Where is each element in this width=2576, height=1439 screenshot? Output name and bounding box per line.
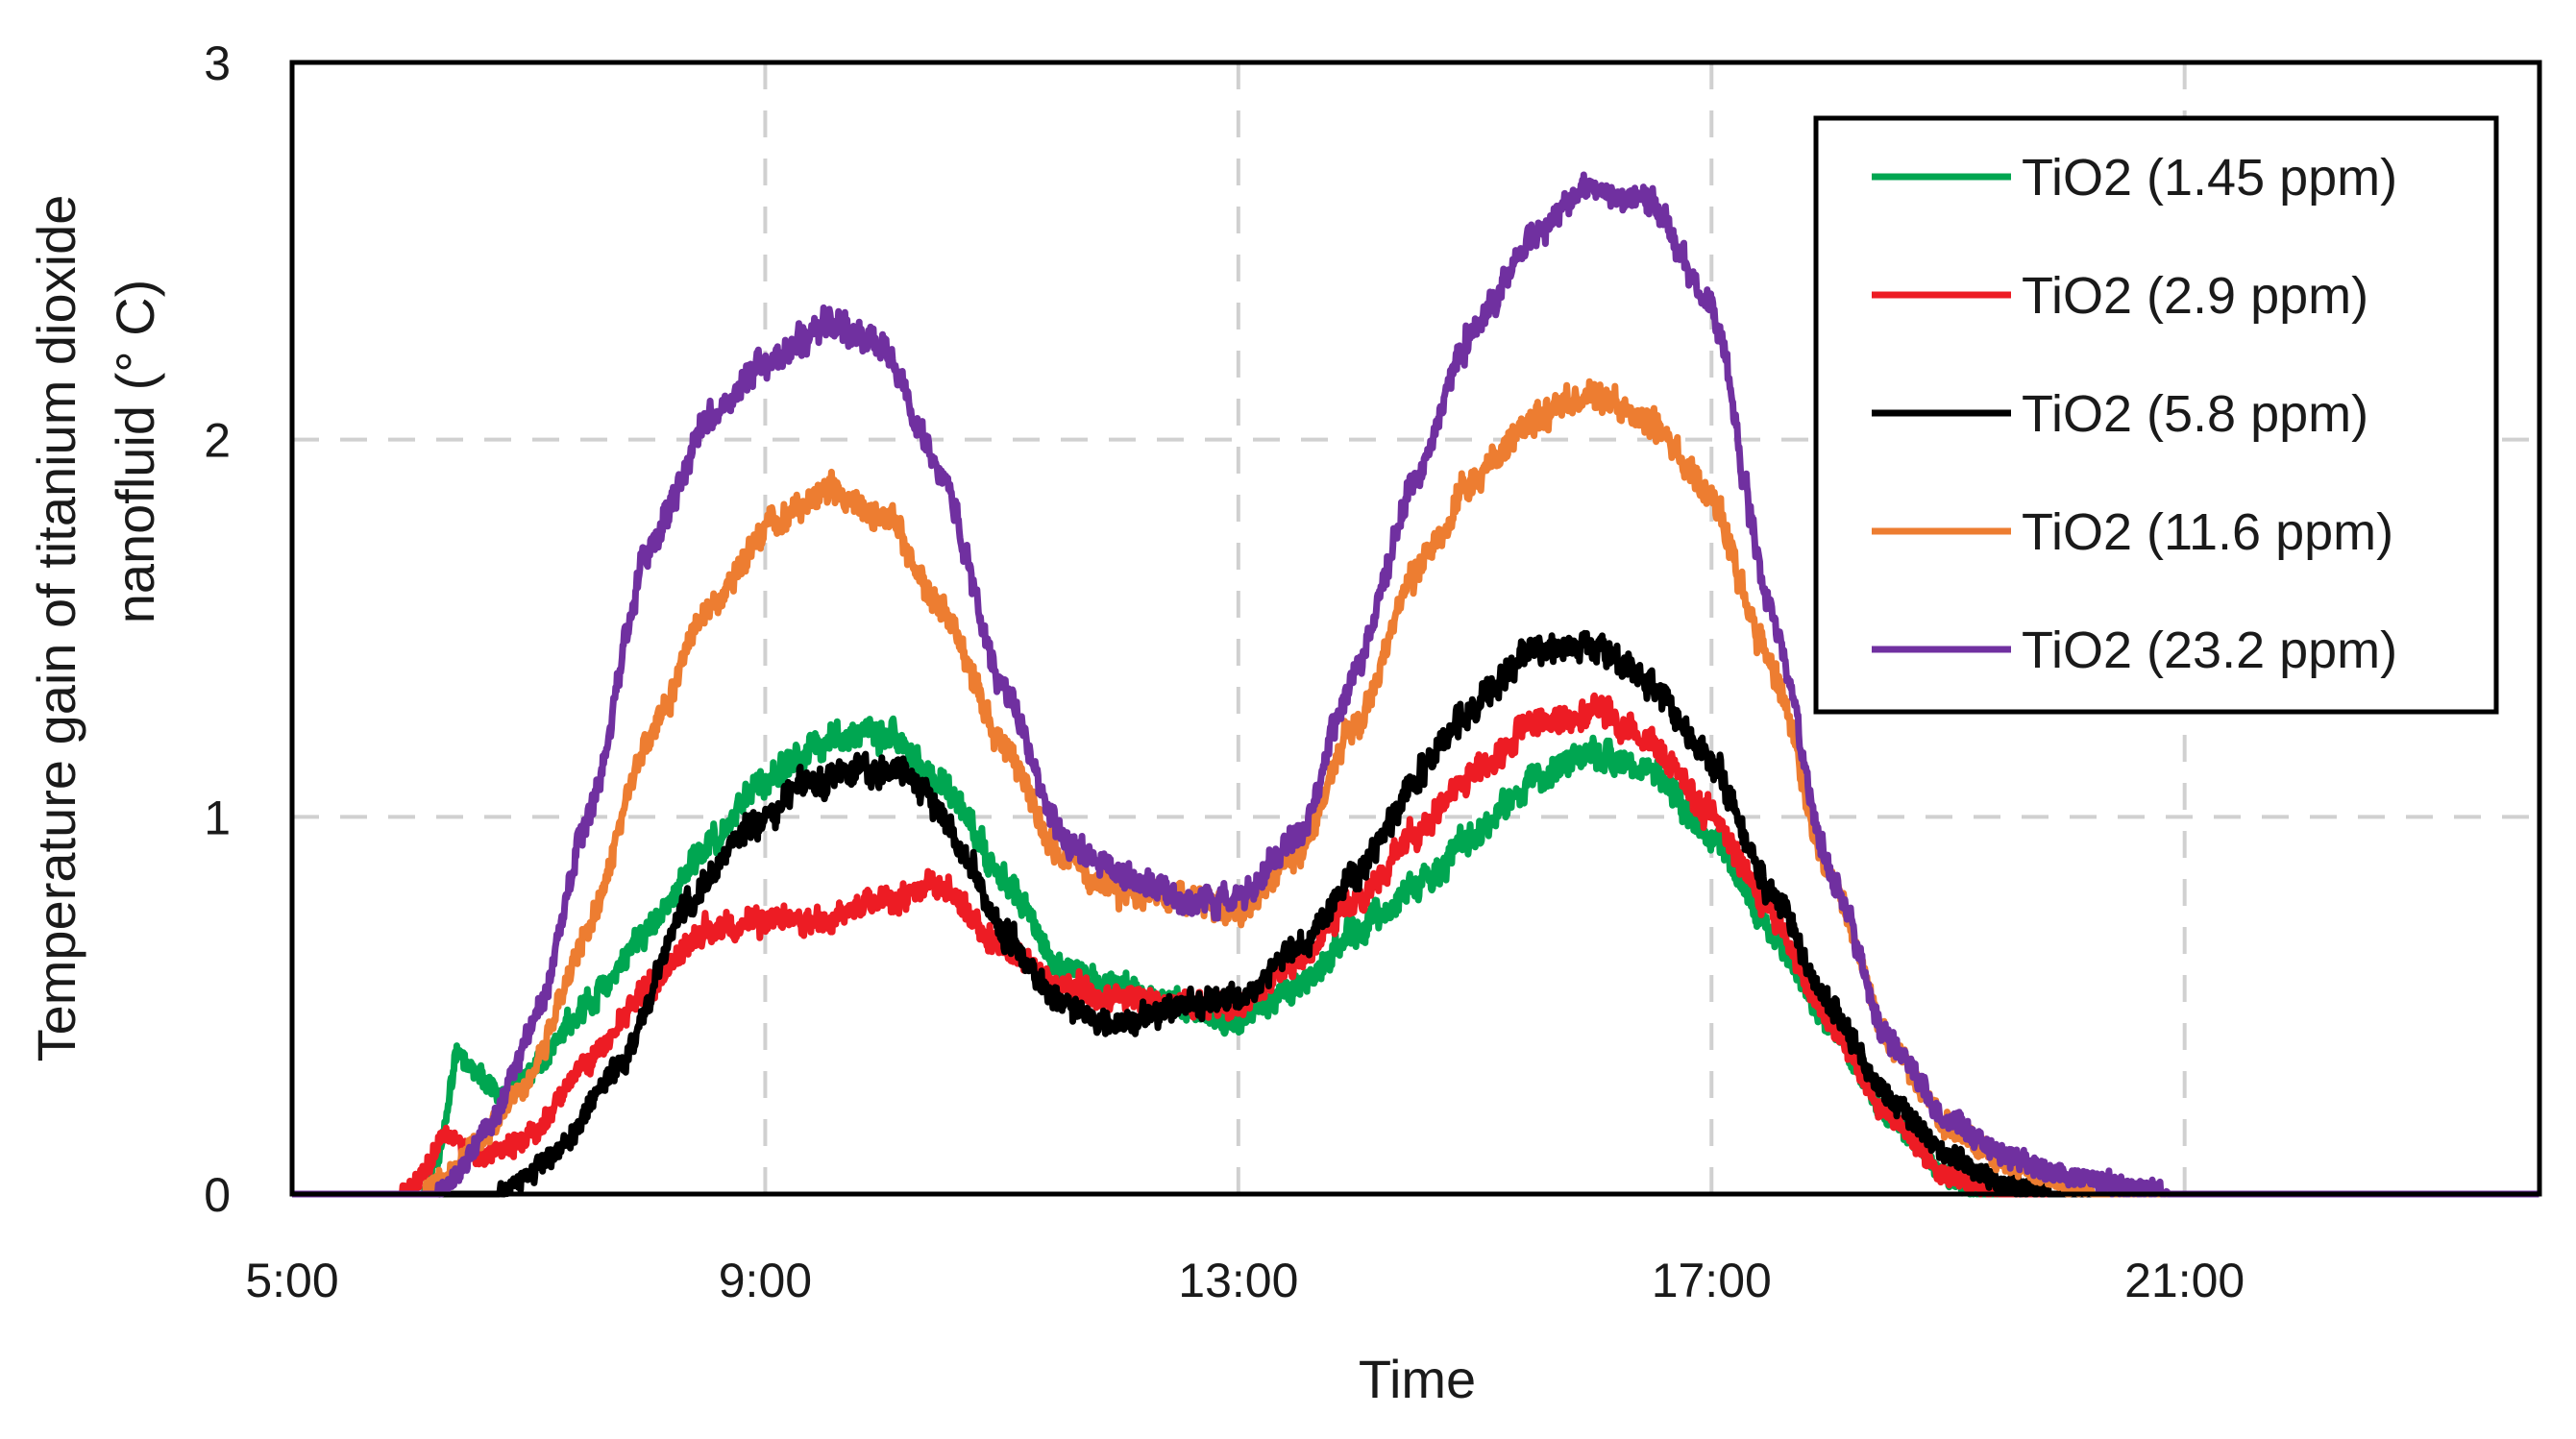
- y-axis-title: Temperature gain of titanium dioxide nan…: [26, 195, 165, 1062]
- legend-label: TiO2 (2.9 ppm): [2022, 267, 2368, 325]
- series-line-3: [289, 629, 2542, 1198]
- y-axis-ticks: 0 1 2 3: [204, 37, 231, 1222]
- y-axis-title-line-2: nanofluid (° C): [105, 280, 165, 624]
- y-axis-title-line-1: Temperature gain of titanium dioxide: [26, 195, 86, 1062]
- legend-label: TiO2 (23.2 ppm): [2022, 622, 2397, 679]
- y-tick-label: 2: [204, 414, 231, 468]
- y-tick-label: 3: [204, 37, 231, 90]
- x-axis-title: Time: [1359, 1349, 1476, 1409]
- x-tick-label: 9:00: [719, 1254, 812, 1307]
- legend-item: TiO2 (23.2 ppm): [1872, 622, 2397, 679]
- y-tick-label: 1: [204, 791, 231, 844]
- legend: TiO2 (1.45 ppm) TiO2 (2.9 ppm) TiO2 (5.8 p…: [1813, 115, 2499, 715]
- x-tick-label: 21:00: [2124, 1254, 2245, 1307]
- legend-label: TiO2 (11.6 ppm): [2022, 503, 2393, 561]
- legend-item: TiO2 (11.6 ppm): [1872, 503, 2393, 561]
- x-tick-label: 13:00: [1178, 1254, 1298, 1307]
- gridlines: [292, 62, 2539, 1194]
- legend-item: TiO2 (2.9 ppm): [1872, 267, 2368, 325]
- legend-item: TiO2 (5.8 ppm): [1872, 385, 2368, 443]
- x-tick-label: 5:00: [245, 1254, 338, 1307]
- plot-area-frame: [289, 60, 2542, 1197]
- legend-label: TiO2 (5.8 ppm): [2022, 385, 2368, 443]
- legend-box: [1813, 115, 2499, 715]
- x-axis-ticks: 5:00 9:00 13:00 17:00 21:00: [245, 1254, 2245, 1307]
- legend-label: TiO2 (1.45 ppm): [2022, 149, 2397, 207]
- x-tick-label: 17:00: [1652, 1254, 1772, 1307]
- y-tick-label: 0: [204, 1168, 231, 1222]
- legend-item: TiO2 (1.45 ppm): [1872, 149, 2397, 207]
